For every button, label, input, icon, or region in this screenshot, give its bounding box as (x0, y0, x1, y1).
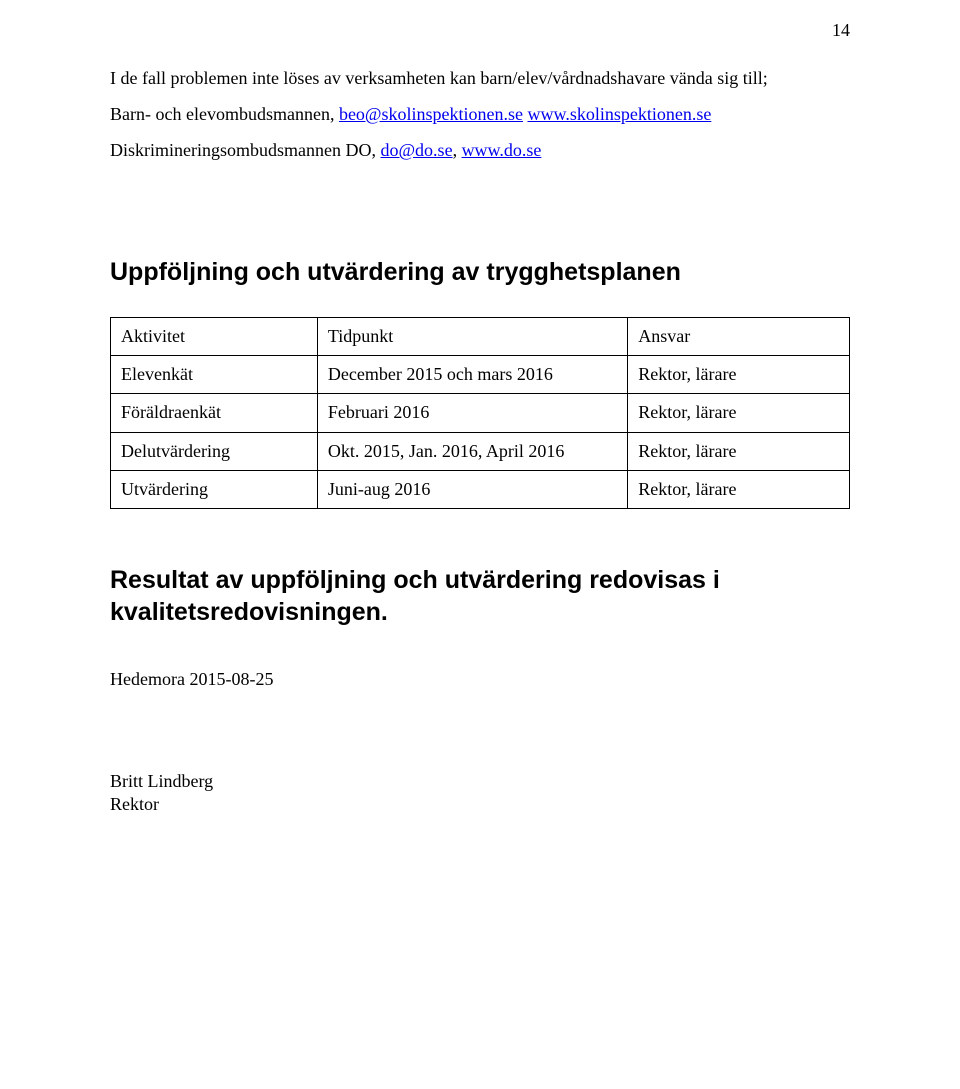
table-cell: Februari 2016 (317, 394, 627, 432)
table-cell: December 2015 och mars 2016 (317, 356, 627, 394)
signature-name: Britt Lindberg (110, 770, 850, 793)
intro-line-3-prefix: Diskrimineringsombudsmannen DO, (110, 140, 380, 160)
date-line: Hedemora 2015-08-25 (110, 669, 850, 690)
email-link-beo[interactable]: beo@skolinspektionen.se (339, 104, 523, 124)
table-row: Delutvärdering Okt. 2015, Jan. 2016, Apr… (111, 432, 850, 470)
table-header-cell: Tidpunkt (317, 318, 627, 356)
intro-paragraph: I de fall problemen inte löses av verksa… (110, 60, 850, 168)
table-cell: Rektor, lärare (628, 432, 850, 470)
table-row: Elevenkät December 2015 och mars 2016 Re… (111, 356, 850, 394)
table-cell: Juni-aug 2016 (317, 470, 627, 508)
site-link-skolinspektionen[interactable]: www.skolinspektionen.se (528, 104, 712, 124)
table-row: Utvärdering Juni-aug 2016 Rektor, lärare (111, 470, 850, 508)
table-cell: Rektor, lärare (628, 356, 850, 394)
signature-title: Rektor (110, 793, 850, 816)
table-cell: Elevenkät (111, 356, 318, 394)
table-row: Föräldraenkät Februari 2016 Rektor, lära… (111, 394, 850, 432)
page: 14 I de fall problemen inte löses av ver… (0, 0, 960, 1089)
site-link-do[interactable]: www.do.se (462, 140, 542, 160)
table-cell: Okt. 2015, Jan. 2016, April 2016 (317, 432, 627, 470)
table-cell: Rektor, lärare (628, 394, 850, 432)
table-cell: Delutvärdering (111, 432, 318, 470)
table-header-cell: Aktivitet (111, 318, 318, 356)
plan-table: Aktivitet Tidpunkt Ansvar Elevenkät Dece… (110, 317, 850, 509)
page-number: 14 (832, 20, 850, 41)
section-heading: Uppföljning och utvärdering av trygghets… (110, 258, 850, 287)
intro-line-2-prefix: Barn- och elevombudsmannen, (110, 104, 339, 124)
table-header-cell: Ansvar (628, 318, 850, 356)
intro-line-1: I de fall problemen inte löses av verksa… (110, 68, 768, 88)
table-header-row: Aktivitet Tidpunkt Ansvar (111, 318, 850, 356)
table-cell: Föräldraenkät (111, 394, 318, 432)
table-cell: Utvärdering (111, 470, 318, 508)
intro-line-3-mid: , (453, 140, 462, 160)
table-cell: Rektor, lärare (628, 470, 850, 508)
result-heading: Resultat av uppföljning och utvärdering … (110, 564, 850, 629)
email-link-do[interactable]: do@do.se (380, 140, 452, 160)
